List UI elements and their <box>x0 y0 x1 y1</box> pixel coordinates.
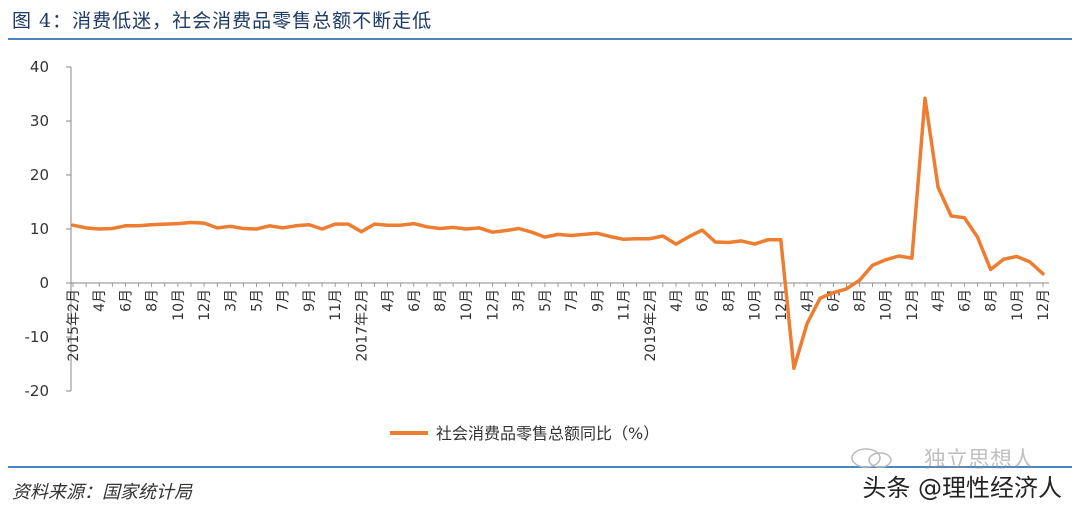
y-tick-label: 30 <box>30 112 49 130</box>
x-tick-label: 6月 <box>118 289 134 312</box>
x-tick-label: 12月 <box>1036 289 1052 321</box>
x-tick-label: 8月 <box>984 289 1000 312</box>
x-tick-label: 11月 <box>617 289 633 321</box>
x-tick-label: 4月 <box>92 289 108 312</box>
y-tick-label: 10 <box>30 220 49 238</box>
x-tick-label: 10月 <box>879 289 895 321</box>
x-tick-label: 5月 <box>538 289 554 312</box>
x-tick-label: 12月 <box>905 289 921 321</box>
legend: 社会消费品零售总额同比（%） <box>390 424 659 443</box>
x-tick-label: 3月 <box>512 289 528 312</box>
x-tick-label: 11月 <box>328 289 344 321</box>
x-tick-label: 2017年2月 <box>354 289 370 362</box>
x-tick-label: 7月 <box>564 289 580 312</box>
source-note: 资料来源：国家统计局 <box>12 482 192 503</box>
x-tick-label: 8月 <box>145 289 161 312</box>
x-tick-label: 12月 <box>197 289 213 321</box>
y-tick-label: 40 <box>30 58 49 76</box>
x-tick-label: 4月 <box>669 289 685 312</box>
top-rule <box>8 38 1072 40</box>
figure-title: 图 4：消费低迷，社会消费品零售总额不断走低 <box>12 10 433 32</box>
y-tick-label: -10 <box>25 328 50 346</box>
x-tick-label: 4月 <box>931 289 947 312</box>
series-line <box>71 96 1045 371</box>
x-tick-label: 9月 <box>302 289 318 312</box>
y-tick-label: 0 <box>39 274 49 292</box>
x-tick-label: 2015年2月 <box>66 289 82 362</box>
x-tick-label: 9月 <box>590 289 606 312</box>
line-chart: -20 -10 0 10 20 30 40 2015年2月 4月 6月 8月 10月 12月 3月 5月 7… <box>25 58 1053 443</box>
bottom-rule <box>8 466 1072 468</box>
x-tick-label: 10月 <box>171 289 187 321</box>
watermark-wechat-icon <box>851 448 892 468</box>
x-tick-label: 8月 <box>721 289 737 312</box>
x-tick-label: 7月 <box>276 289 292 312</box>
x-tick-label: 6月 <box>407 289 423 312</box>
watermark-account: 头条 @理性经济人 <box>862 474 1062 502</box>
legend-label: 社会消费品零售总额同比（%） <box>436 424 659 443</box>
x-tick-label: 12月 <box>485 289 501 321</box>
x-tick-label: 6月 <box>957 289 973 312</box>
y-tick-label: 20 <box>30 166 49 184</box>
x-tick-label: 5月 <box>250 289 266 312</box>
x-tick-label: 4月 <box>381 289 397 312</box>
y-axis: -20 -10 0 10 20 30 40 <box>25 58 72 400</box>
x-tick-label: 10月 <box>748 289 764 321</box>
watermark-author: 独立思想人 <box>923 448 1034 473</box>
x-tick-label: 8月 <box>852 289 868 312</box>
x-tick-label: 3月 <box>223 289 239 312</box>
x-tick-label: 8月 <box>433 289 449 312</box>
y-tick-label: -20 <box>25 382 50 400</box>
x-tick-label: 2019年2月 <box>643 289 659 362</box>
x-axis: 2015年2月 4月 6月 8月 10月 12月 3月 5月 7月 9月 11月 2017年2月 4月 6… <box>66 282 1052 362</box>
x-tick-label: 4月 <box>800 289 816 312</box>
plot-area <box>71 96 1045 371</box>
x-tick-label: 10月 <box>459 289 475 321</box>
x-tick-label: 10月 <box>1010 289 1026 321</box>
x-tick-label: 6月 <box>695 289 711 312</box>
